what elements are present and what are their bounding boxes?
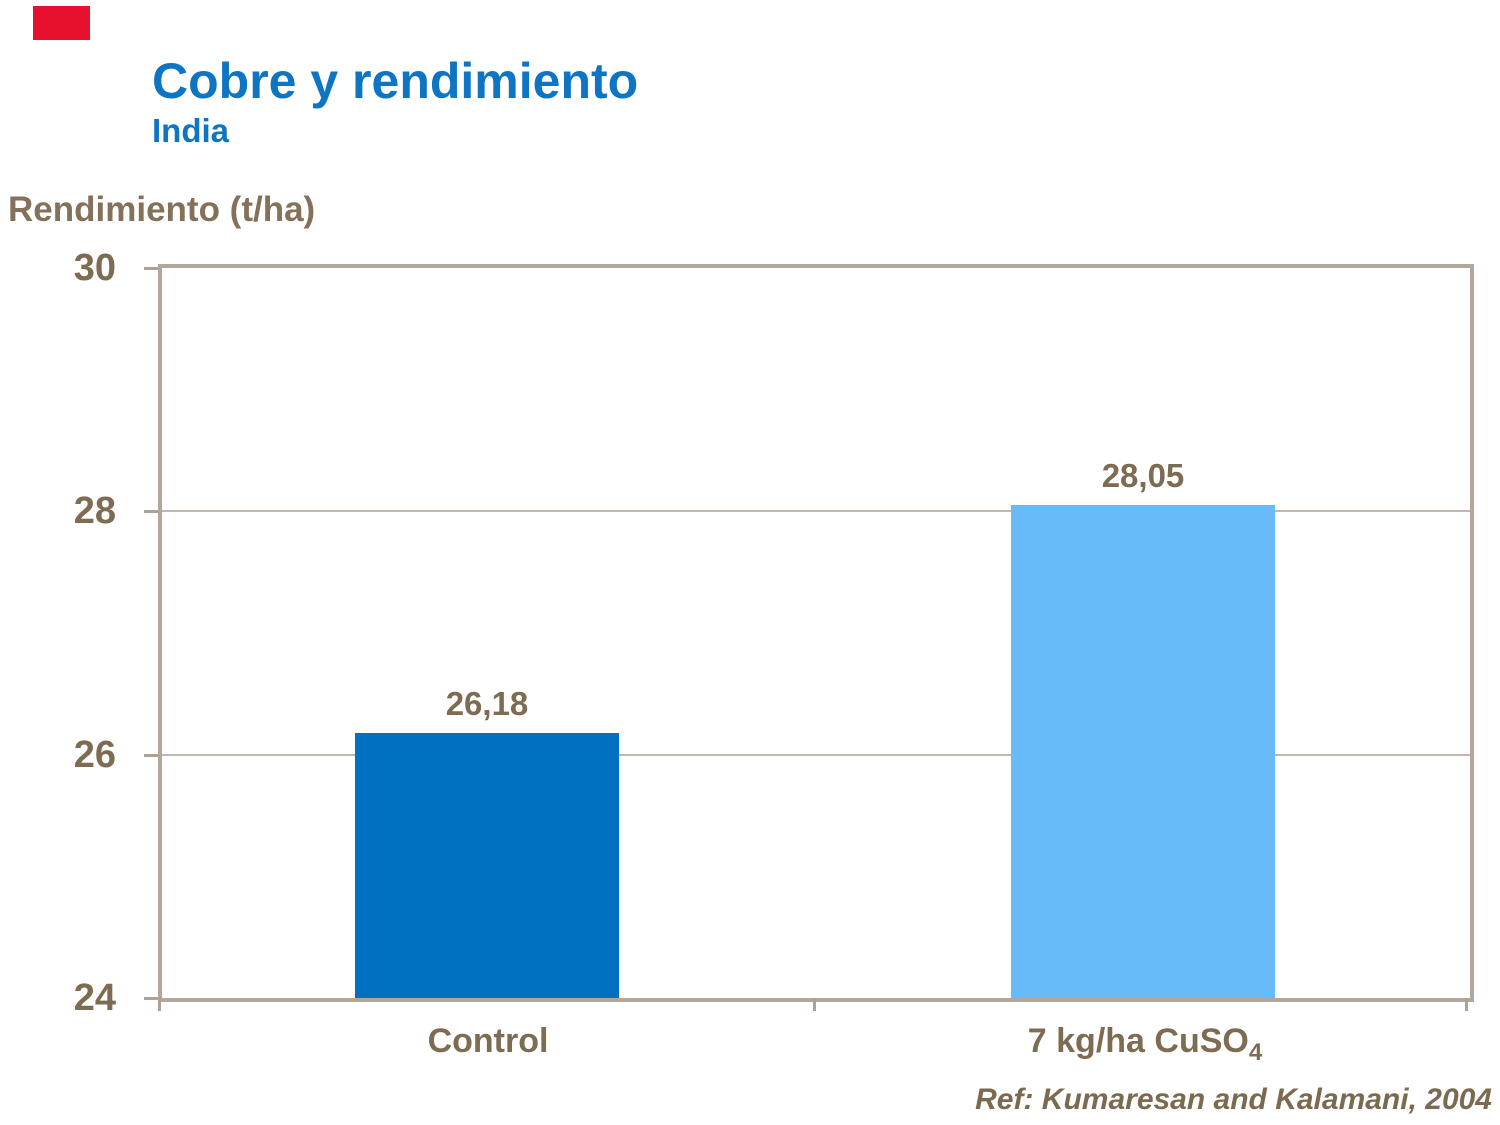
bar-cuso4: 28,05 <box>1011 457 1275 998</box>
category-text: Control <box>427 1022 549 1060</box>
gridline-28 <box>162 510 1470 512</box>
gridline-26 <box>162 754 1470 756</box>
bar-value-label: 28,05 <box>1101 457 1185 494</box>
category-subscript: 4 <box>1248 1038 1263 1066</box>
bar-value-label: 26,18 <box>445 685 529 722</box>
category-label-control: Control <box>338 1018 638 1064</box>
y-tick-mark <box>144 267 158 270</box>
plot-area: 26,18 28,05 <box>158 264 1474 1011</box>
y-tick-label: 26 <box>73 734 116 776</box>
y-tick-label: 30 <box>73 247 116 289</box>
y-tick-mark <box>144 510 158 513</box>
category-label-cuso4: 7 kg/ha CuSO4 <box>945 1018 1345 1066</box>
page-subtitle: India <box>152 112 230 149</box>
y-tick-label: 28 <box>73 490 116 532</box>
plot-inner: 26,18 28,05 <box>158 268 1470 1011</box>
x-tick-mark <box>158 998 161 1011</box>
y-axis-tick-marks <box>144 267 158 1000</box>
red-marker <box>33 6 90 40</box>
x-tick-mark <box>813 998 816 1011</box>
y-tick-mark <box>144 997 158 1000</box>
bar-control: 26,18 <box>355 685 619 998</box>
page-title: Cobre y rendimiento <box>152 53 639 109</box>
y-axis-tick-labels: 30 28 26 24 <box>0 247 138 1019</box>
category-text: 7 kg/ha CuSO <box>1027 1022 1249 1060</box>
x-tick-mark <box>1465 998 1468 1011</box>
y-axis-title: Rendimiento (t/ha) <box>8 190 316 229</box>
y-tick-mark <box>144 754 158 757</box>
header: Cobre y rendimiento India <box>152 54 638 149</box>
reference-citation: Ref: Kumaresan and Kalamani, 2004 <box>975 1083 1492 1116</box>
y-tick-label: 24 <box>73 977 116 1019</box>
